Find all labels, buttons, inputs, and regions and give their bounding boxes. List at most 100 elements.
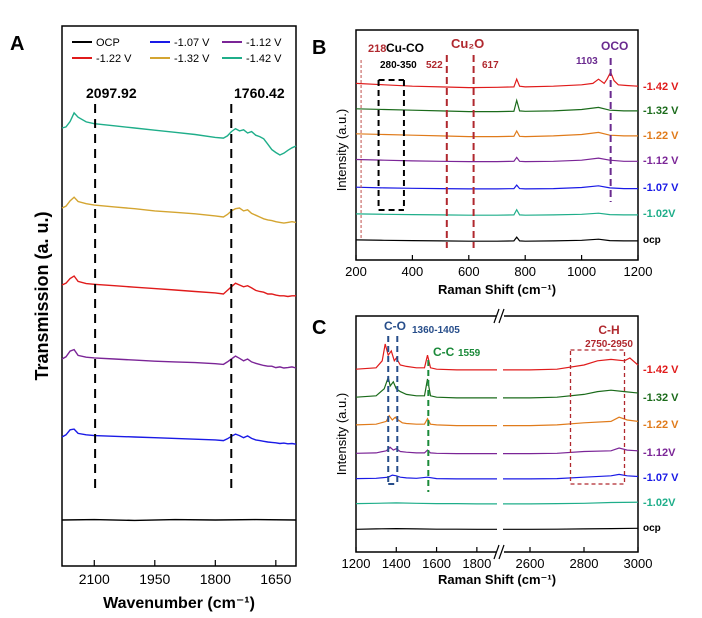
series-line-1.22-v: [355, 414, 497, 427]
series-line-1.12v: [503, 447, 639, 455]
series-label-1.42-v: -1.42 V: [643, 81, 679, 93]
panel-a-letter: A: [10, 33, 24, 55]
series-line-1.12v: [355, 446, 497, 455]
series-label-1.42-v: -1.42 V: [643, 364, 679, 376]
series-line-1.02v: [355, 502, 497, 505]
series-label-1.12-v: -1.12 V: [643, 155, 679, 167]
region-label-cu2o: Cu₂O: [451, 36, 484, 51]
series-line-1.07-v: [355, 474, 497, 480]
panel-c-region-markers: [387, 336, 626, 492]
legend-label-1.12-v: -1.12 V: [246, 37, 282, 49]
series-line-1.12-v: [355, 156, 638, 163]
series-line-1.07-v: [61, 428, 297, 445]
panel-b-series-labels: -1.42 V -1.32 V -1.22 V -1.12 V -1.07 V -1.02…: [643, 81, 679, 246]
x-tick-label-600: 600: [458, 264, 480, 279]
series-line-1.22-v: [355, 129, 638, 138]
peak-label-218: 218: [368, 43, 386, 55]
region-label-c-o: C-O: [384, 319, 406, 333]
x-tick-label-1600: 1600: [422, 556, 451, 571]
region-label-cu-co: Cu-CO: [386, 41, 424, 55]
x-tick-label-1950: 1950: [139, 571, 170, 587]
panel-b-xlabel: Raman Shift (cm⁻¹): [438, 282, 556, 297]
panel-c-series: [355, 343, 639, 530]
legend-label-1.32-v: -1.32 V: [174, 53, 210, 65]
panel-c-xlabel: Raman Shift (cm⁻¹): [438, 572, 556, 587]
series-label-1.07-v: -1.07 V: [643, 182, 679, 194]
series-label-ocp: ocp: [643, 523, 661, 534]
peak-label-617: 617: [482, 60, 499, 71]
x-tick-label-400: 400: [402, 264, 424, 279]
series-label-1.22-v: -1.22 V: [643, 419, 679, 431]
panel-a-ylabel: Transmission (a. u.): [32, 211, 52, 380]
panel-c-ylabel: Intensity (a.u.): [334, 393, 349, 475]
legend-label-1.22-v: -1.22 V: [96, 53, 132, 65]
series-label-1.02v: -1.02V: [643, 497, 676, 509]
panel-b-xticks: 200 400 600 800 1000 1200: [345, 255, 652, 279]
series-label-1.07-v: -1.07 V: [643, 472, 679, 484]
panel-a-frame: [61, 25, 297, 567]
panel-b-frame: [355, 29, 639, 261]
panel-a-annotation-lines: [94, 104, 233, 488]
peak-label-522: 522: [426, 60, 443, 71]
axis-break-gap-bottom: [496, 545, 504, 559]
legend-label-1.42-v: -1.42 V: [246, 53, 282, 65]
panel-a: A 2097.92 1760.42 OCP -1.07 V -1.12 V -1.22…: [10, 25, 297, 612]
axis-break-slash: [493, 308, 500, 324]
peak-label-2750-2950: 2750-2950: [585, 339, 633, 350]
axis-break-gap-top: [496, 309, 504, 323]
panel-a-series: [61, 111, 297, 522]
axis-break-slash: [493, 544, 500, 560]
series-line-ocp: [61, 518, 297, 522]
series-line-ocp: [355, 236, 638, 242]
x-tick-label-1650: 1650: [260, 571, 291, 587]
panel-c-xticks: 1200 1400 1600 1800 2600 2800 3000: [342, 547, 653, 571]
x-tick-label-2100: 2100: [79, 571, 110, 587]
peak-label-1360-1405: 1360-1405: [412, 325, 460, 336]
panel-c-series-labels: -1.42 V -1.32 V -1.22 V -1.12V -1.07 V -1.02V…: [643, 364, 679, 534]
series-line-ocp: [503, 527, 639, 530]
series-line-1.42-v: [503, 357, 639, 371]
panel-b-ylabel: Intensity (a.u.): [334, 109, 349, 191]
x-tick-label-1800: 1800: [200, 571, 231, 587]
series-line-1.32-v: [355, 375, 497, 399]
x-tick-label-800: 800: [514, 264, 536, 279]
panel-c: C C-O 1360-1405 C-C 1559 C-H 2750-2950 -…: [312, 308, 679, 587]
series-line-1.22-v: [61, 275, 296, 298]
axis-break-marks: [493, 308, 505, 560]
panel-a-legend: OCP -1.07 V -1.12 V -1.22 V -1.32 V -1.42 V: [72, 37, 282, 65]
panel-a-xticks: 2100 1950 1800 1650: [79, 560, 292, 587]
panel-c-letter: C: [312, 317, 326, 339]
region-label-c-c: C-C: [433, 345, 455, 359]
x-tick-label-1000: 1000: [567, 264, 596, 279]
series-label-ocp: ocp: [643, 235, 661, 246]
series-line-1.02v: [355, 208, 638, 216]
series-line-1.12-v: [61, 348, 297, 369]
series-line-1.32-v: [355, 98, 638, 113]
region-label-oco: OCO: [601, 39, 628, 53]
panel-b-letter: B: [312, 37, 326, 59]
series-line-1.42-v: [355, 70, 639, 89]
region-label-c-h: C-H: [598, 323, 619, 337]
series-label-1.02v: -1.02V: [643, 208, 676, 220]
x-tick-label-200: 200: [345, 264, 367, 279]
panel-c-frame: [355, 315, 639, 553]
series-line-1.07-v: [355, 184, 638, 190]
series-line-1.07-v: [503, 473, 639, 480]
marker-box-c-h: [569, 349, 626, 485]
axis-break-slash: [498, 544, 505, 560]
series-label-1.32-v: -1.32 V: [643, 392, 679, 404]
series-line-ocp: [355, 527, 497, 530]
legend-label-ocp: OCP: [96, 37, 120, 49]
peak-label-1760: 1760.42: [234, 85, 285, 101]
series-label-1.32-v: -1.32 V: [643, 105, 679, 117]
x-tick-label-3000: 3000: [624, 556, 653, 571]
peak-label-2097: 2097.92: [86, 85, 137, 101]
peak-label-280-350: 280-350: [380, 60, 417, 71]
peak-label-1103: 1103: [576, 56, 598, 67]
x-tick-label-1800: 1800: [462, 556, 491, 571]
series-label-1.12v: -1.12V: [643, 447, 676, 459]
x-tick-label-1200: 1200: [342, 556, 371, 571]
series-line-1.42-v: [355, 343, 497, 371]
panel-a-xlabel: Wavenumber (cm⁻¹): [103, 595, 255, 612]
